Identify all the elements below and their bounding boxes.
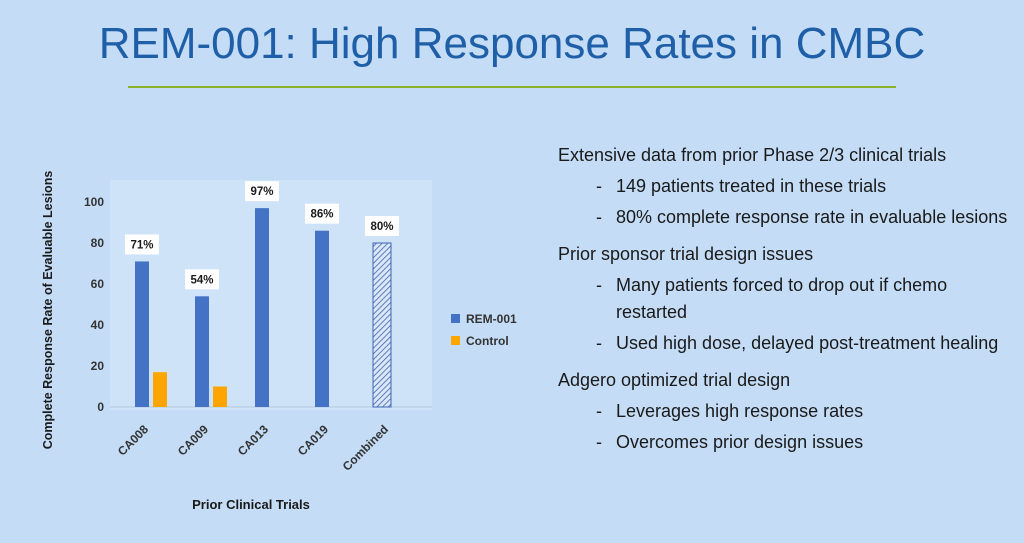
x-tick-label: Combined xyxy=(340,422,391,473)
legend-label: Control xyxy=(466,334,509,348)
x-tick-label: CA019 xyxy=(295,422,332,459)
bullet-heading: Extensive data from prior Phase 2/3 clin… xyxy=(558,145,947,165)
y-axis-label: Complete Response Rate of Evaluable Lesi… xyxy=(41,171,55,450)
y-tick-label: 40 xyxy=(91,318,105,332)
y-tick-label: 20 xyxy=(91,359,105,373)
bar-control xyxy=(213,386,227,407)
sub-bullet: - Used high dose, delayed post-treatment … xyxy=(558,330,1018,357)
x-tick-label: CA013 xyxy=(235,422,272,459)
data-label-box xyxy=(125,234,159,255)
sub-bullet-text: Used high dose, delayed post-treatment h… xyxy=(616,333,999,353)
data-label: 71% xyxy=(130,239,153,251)
bar-control xyxy=(153,372,167,407)
sub-bullet: -149 patients treated in these trials xyxy=(558,173,1018,200)
data-label-box xyxy=(185,269,219,290)
data-label-box xyxy=(305,203,339,224)
title-divider xyxy=(128,86,896,88)
dash-marker: - xyxy=(596,176,602,196)
bullet-list: Extensive data from prior Phase 2/3 clin… xyxy=(558,142,1018,456)
x-tick-label: CA009 xyxy=(175,422,212,459)
dash-marker: - xyxy=(596,207,602,227)
data-label: 86% xyxy=(310,209,333,221)
bar-rem-001 xyxy=(315,230,329,407)
legend-label: REM-001 xyxy=(466,312,517,326)
x-tick-label: CA008 xyxy=(115,422,152,459)
sub-bullet: -80% complete response rate in evaluable… xyxy=(558,204,1018,231)
legend-swatch xyxy=(451,314,460,323)
bar-rem-001 xyxy=(195,296,209,407)
y-tick-label: 0 xyxy=(97,400,104,414)
sub-bullet-text: Many patients forced to drop out if chem… xyxy=(616,275,948,322)
sub-bullet: - Overcomes prior design issues xyxy=(558,429,1018,456)
y-tick-label: 60 xyxy=(91,277,105,291)
chart-legend: REM-001 Control xyxy=(451,312,517,348)
bar-rem-001 xyxy=(372,242,392,408)
sub-bullet-text: 80% complete response rate in evaluable … xyxy=(616,207,1008,227)
bar-chart: Complete Response Rate of Evaluable Lesi… xyxy=(41,171,517,512)
sub-bullet-text: Leverages high response rates xyxy=(616,401,864,421)
data-label-box xyxy=(365,216,399,236)
bullet-heading: Prior sponsor trial design issues xyxy=(558,244,814,264)
y-tick-label: 80 xyxy=(91,236,105,250)
data-label: 97% xyxy=(250,186,273,198)
dash-marker: - xyxy=(596,432,602,452)
sub-bullet: - Many patients forced to drop out if che… xyxy=(558,272,1018,326)
x-axis-label: Prior Clinical Trials xyxy=(192,497,310,512)
data-label: 80% xyxy=(370,221,393,233)
slide-title: REM-001: High Response Rates in CMBC xyxy=(98,19,926,68)
dash-marker: - xyxy=(596,401,602,421)
sub-bullet: - Leverages high response rates xyxy=(558,398,1018,425)
sub-bullet-text: Overcomes prior design issues xyxy=(616,432,864,452)
legend-swatch xyxy=(451,336,460,345)
sub-bullet-text: 149 patients treated in these trials xyxy=(616,176,887,196)
data-label-box xyxy=(245,181,279,202)
y-tick-label: 100 xyxy=(84,195,104,209)
dash-marker: - xyxy=(596,333,602,353)
bar-rem-001 xyxy=(255,208,269,407)
bar-rem-001 xyxy=(135,261,149,407)
dash-marker: - xyxy=(596,275,602,295)
data-label: 54% xyxy=(190,274,213,286)
bullet-heading: Adgero optimized trial design xyxy=(558,370,791,390)
